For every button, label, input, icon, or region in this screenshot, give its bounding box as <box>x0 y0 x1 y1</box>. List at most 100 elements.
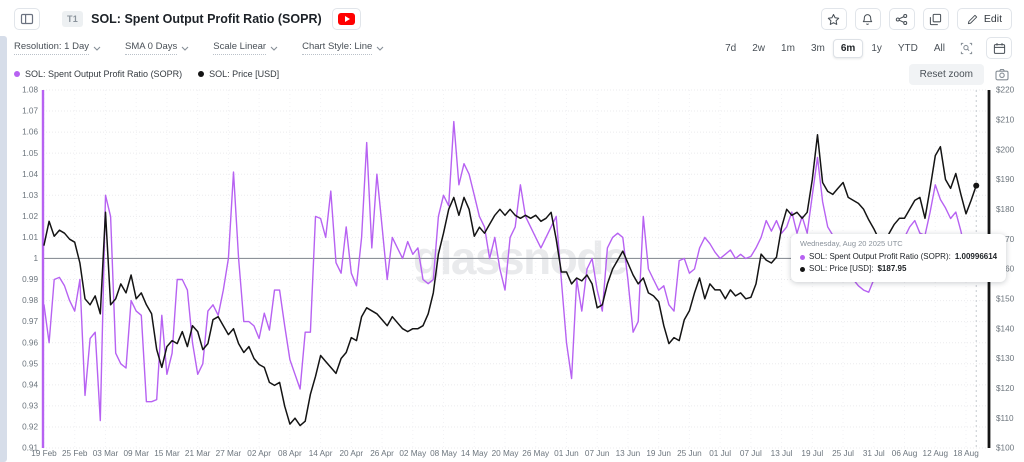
svg-text:25 Jul: 25 Jul <box>832 449 854 458</box>
svg-text:07 Jul: 07 Jul <box>740 449 762 458</box>
range-button-7d[interactable]: 7d <box>717 39 744 58</box>
sopr-line <box>43 120 977 422</box>
svg-text:26 Apr: 26 Apr <box>370 449 394 458</box>
svg-text:27 Mar: 27 Mar <box>216 449 242 458</box>
sma-dropdown[interactable]: SMA 0 Days <box>124 41 189 55</box>
svg-text:15 Mar: 15 Mar <box>154 449 180 458</box>
svg-text:0.99: 0.99 <box>22 275 38 284</box>
resolution-dropdown[interactable]: Resolution: 1 Day <box>14 41 101 55</box>
duplicate-button[interactable] <box>922 8 949 30</box>
svg-text:$130: $130 <box>996 354 1015 363</box>
svg-text:$210: $210 <box>996 115 1015 124</box>
svg-text:$110: $110 <box>996 414 1014 423</box>
svg-text:20 May: 20 May <box>492 449 520 458</box>
chart-toolbar: Resolution: 1 Day SMA 0 Days Scale Linea… <box>14 37 1012 59</box>
resolution-dropdown-label: Resolution: 1 Day <box>14 41 89 55</box>
favorite-button[interactable] <box>820 8 847 30</box>
tooltip-price-value: $187.95 <box>877 264 907 274</box>
svg-text:0.95: 0.95 <box>22 359 38 368</box>
range-button-all[interactable]: All <box>926 39 953 58</box>
price-marker <box>973 182 980 189</box>
chart-header: T1 SOL: Spent Output Profit Ratio (SOPR) <box>14 6 1012 32</box>
price-dot-icon <box>800 267 805 273</box>
svg-text:02 Apr: 02 Apr <box>247 449 271 458</box>
range-button-2w[interactable]: 2w <box>744 39 773 58</box>
calendar-button[interactable] <box>986 37 1012 59</box>
svg-text:0.92: 0.92 <box>22 423 38 432</box>
legend-item-price[interactable]: SOL: Price [USD] <box>198 69 279 79</box>
svg-text:0.96: 0.96 <box>22 338 38 347</box>
range-button-3m[interactable]: 3m <box>803 39 833 58</box>
tooltip-row-price: SOL: Price [USD]: $187.95 <box>800 263 997 275</box>
legend-item-sopr-label: SOL: Spent Output Profit Ratio (SOPR) <box>25 69 183 79</box>
chart-style-dropdown[interactable]: Chart Style: Line <box>302 41 384 55</box>
svg-text:02 May: 02 May <box>399 449 427 458</box>
price-line <box>43 134 977 427</box>
range-selector: 7d 2w 1m 3m 6m 1y YTD All <box>717 38 953 58</box>
svg-text:31 Jul: 31 Jul <box>863 449 885 458</box>
sidebar-edge[interactable] <box>0 36 7 462</box>
svg-text:$190: $190 <box>996 175 1015 184</box>
svg-text:0.93: 0.93 <box>22 401 38 410</box>
reset-zoom-button[interactable]: Reset zoom <box>908 63 984 85</box>
svg-text:0.98: 0.98 <box>22 296 38 305</box>
screenshot-button[interactable] <box>992 68 1012 81</box>
svg-text:$100: $100 <box>996 444 1015 453</box>
zoom-area-icon <box>960 42 973 54</box>
svg-text:01 Jun: 01 Jun <box>554 449 579 458</box>
range-button-1y[interactable]: 1y <box>863 39 890 58</box>
chart-tooltip: Wednesday, Aug 20 2025 UTC SOL: Spent Ou… <box>791 234 1007 282</box>
svg-text:0.97: 0.97 <box>22 317 38 326</box>
chevron-down-icon <box>93 46 101 51</box>
svg-text:25 Feb: 25 Feb <box>62 449 88 458</box>
svg-text:09 Mar: 09 Mar <box>123 449 149 458</box>
svg-text:1: 1 <box>33 254 38 263</box>
t1-badge: T1 <box>62 11 84 27</box>
zoom-area-button[interactable] <box>957 42 976 55</box>
tooltip-date: Wednesday, Aug 20 2025 UTC <box>800 239 903 248</box>
legend-row: SOL: Spent Output Profit Ratio (SOPR) SO… <box>14 63 1012 85</box>
tooltip-price-label: SOL: Price [USD]: <box>809 264 874 274</box>
youtube-button[interactable] <box>331 8 361 30</box>
svg-text:0.91: 0.91 <box>22 444 38 453</box>
left-axis-labels: 1.08 1.07 1.06 1.05 1.04 1.03 1.02 1.01 1 0.99 0.9… <box>22 86 38 453</box>
svg-text:20 Apr: 20 Apr <box>339 449 363 458</box>
svg-text:13 Jul: 13 Jul <box>771 449 793 458</box>
range-button-6m[interactable]: 6m <box>832 38 864 58</box>
svg-text:$220: $220 <box>996 86 1015 95</box>
svg-text:12 Aug: 12 Aug <box>923 449 949 458</box>
panel-toggle-button[interactable] <box>14 8 40 30</box>
svg-text:08 May: 08 May <box>430 449 458 458</box>
share-button[interactable] <box>888 8 915 30</box>
edit-button[interactable]: Edit <box>956 8 1012 30</box>
svg-text:$180: $180 <box>996 205 1015 214</box>
svg-text:19 Jun: 19 Jun <box>646 449 671 458</box>
svg-text:1.07: 1.07 <box>22 107 38 116</box>
scale-dropdown[interactable]: Scale Linear <box>213 41 278 55</box>
svg-text:13 Jun: 13 Jun <box>616 449 641 458</box>
copy-icon <box>930 13 942 25</box>
chevron-down-icon <box>181 46 189 51</box>
svg-text:19 Jul: 19 Jul <box>801 449 823 458</box>
svg-text:14 May: 14 May <box>461 449 489 458</box>
legend-item-sopr[interactable]: SOL: Spent Output Profit Ratio (SOPR) <box>14 69 182 79</box>
range-button-ytd[interactable]: YTD <box>890 39 926 58</box>
panel-toggle-icon <box>20 13 34 25</box>
alert-button[interactable] <box>854 8 881 30</box>
legend-item-price-label: SOL: Price [USD] <box>209 69 280 79</box>
svg-text:14 Apr: 14 Apr <box>309 449 333 458</box>
svg-text:$140: $140 <box>996 324 1015 333</box>
tooltip-sopr-label: SOL: Spent Output Profit Ratio (SOPR): <box>809 252 951 261</box>
svg-text:25 Jun: 25 Jun <box>677 449 702 458</box>
chevron-down-icon <box>376 46 384 51</box>
chart-style-dropdown-label: Chart Style: Line <box>302 41 373 55</box>
star-icon <box>828 13 840 25</box>
svg-text:1.08: 1.08 <box>22 86 38 95</box>
tooltip-sopr-value: 1.00996614 <box>954 252 998 261</box>
range-button-1m[interactable]: 1m <box>773 39 803 58</box>
svg-text:1.03: 1.03 <box>22 191 38 200</box>
youtube-icon <box>337 13 355 25</box>
svg-text:1.02: 1.02 <box>22 212 38 221</box>
svg-text:1.05: 1.05 <box>22 149 38 158</box>
camera-icon <box>995 68 1009 80</box>
